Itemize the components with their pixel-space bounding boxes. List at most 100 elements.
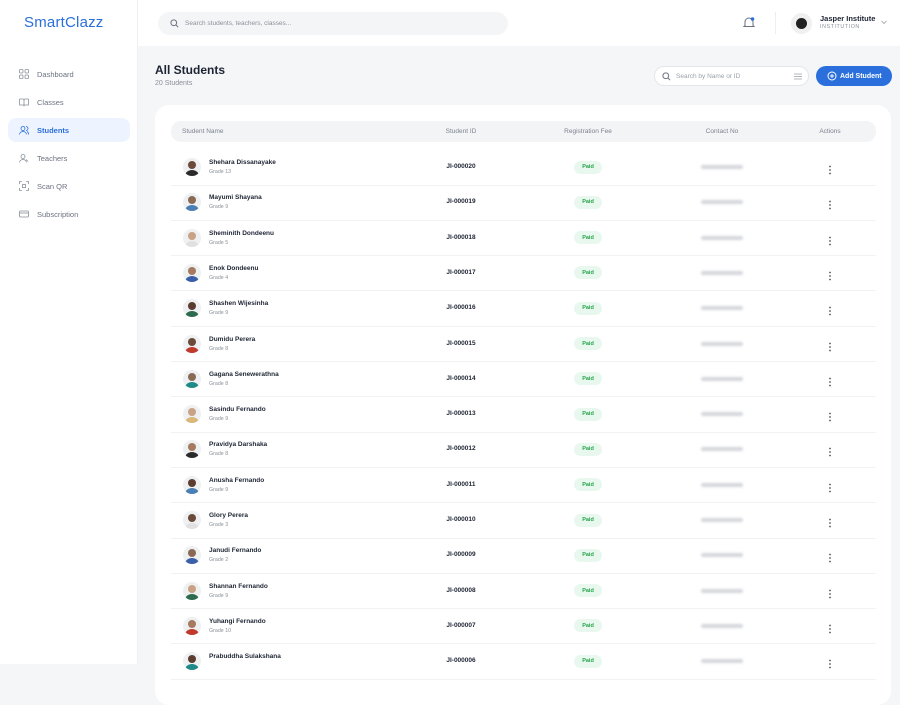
page-body: SmartClazz Dashboard Classes Students Teach… xyxy=(0,0,892,680)
row-actions[interactable] xyxy=(826,197,834,210)
fee-status: Paid xyxy=(574,337,602,350)
student-name: Prabuddha Sulakshana xyxy=(209,653,281,661)
fee-status: Paid xyxy=(574,619,602,633)
row-separator xyxy=(171,184,876,186)
logo[interactable]: SmartClazz xyxy=(24,14,104,31)
row-actions[interactable] xyxy=(826,374,834,387)
row-actions[interactable] xyxy=(826,656,834,669)
contact-redacted xyxy=(701,306,743,311)
row-actions[interactable] xyxy=(826,480,834,493)
student-grade: Grade 10 xyxy=(209,627,232,634)
student-avatar xyxy=(183,158,201,176)
student-avatar xyxy=(183,440,201,459)
student-grade: Grade 2 xyxy=(209,557,229,564)
table-header xyxy=(171,121,876,142)
student-grade: Grade 5 xyxy=(209,239,229,246)
nav-item[interactable]: Students xyxy=(8,118,130,142)
contact-redacted xyxy=(701,553,743,558)
row-actions[interactable] xyxy=(826,621,834,634)
fee-status: Paid xyxy=(574,654,602,668)
row-actions[interactable] xyxy=(826,233,834,245)
row-actions[interactable] xyxy=(826,550,834,563)
nav-label: Scan QR xyxy=(37,181,68,191)
search-placeholder: Search students, teachers, classes... xyxy=(185,20,292,27)
student-name: Janudi Fernando xyxy=(209,547,262,555)
row-separator xyxy=(171,466,876,468)
student-name: Glory Perera xyxy=(209,512,249,519)
nav-item[interactable]: Scan QR xyxy=(8,174,130,198)
student-name: Gagana Senewerathna xyxy=(209,370,279,378)
column-header: Student Name xyxy=(182,128,224,135)
row-actions[interactable] xyxy=(826,268,834,281)
column-header: Actions xyxy=(819,128,841,135)
nav-label: Dashboard xyxy=(37,69,74,79)
column-header: Registration Fee xyxy=(564,128,612,135)
fee-status: Paid xyxy=(574,195,602,209)
fee-status: Paid xyxy=(574,160,602,174)
student-id: JI-000018 xyxy=(446,233,476,241)
student-name: Shehara Dissanayake xyxy=(209,159,276,166)
student-grade: Grade 9 xyxy=(209,416,229,423)
nav-item[interactable]: Classes xyxy=(8,90,130,114)
fee-status: Paid xyxy=(574,478,602,492)
user-name: Jasper Institute xyxy=(820,14,876,23)
dropdown-icon[interactable] xyxy=(881,20,887,25)
search-placeholder: Search by Name or ID xyxy=(676,72,741,80)
student-grade: Grade 8 xyxy=(209,345,229,352)
contact-redacted xyxy=(701,518,743,522)
column-header: Contact No xyxy=(705,128,739,135)
row-separator xyxy=(171,290,876,292)
row-actions[interactable] xyxy=(826,586,834,598)
student-id: JI-000015 xyxy=(446,339,476,347)
notification-icon[interactable] xyxy=(743,16,755,29)
student-avatar xyxy=(183,299,201,318)
student-search[interactable]: Search by Name or ID xyxy=(654,66,809,86)
user-avatar[interactable] xyxy=(791,13,812,34)
student-name: Anusha Fernando xyxy=(209,476,265,484)
fee-status: Paid xyxy=(574,407,602,421)
student-name: Enok Dondeenu xyxy=(209,264,259,272)
row-actions[interactable] xyxy=(826,339,834,351)
student-avatar xyxy=(183,263,201,282)
row-actions[interactable] xyxy=(826,409,834,422)
fee-status: Paid xyxy=(574,266,602,280)
row-actions[interactable] xyxy=(826,162,834,175)
student-avatar xyxy=(183,369,201,388)
nav-label: Subscription xyxy=(37,209,79,219)
fee-status: Paid xyxy=(574,301,602,315)
row-separator xyxy=(171,608,876,610)
student-grade: Grade 8 xyxy=(209,380,229,387)
nav-item[interactable]: Subscription xyxy=(8,202,130,226)
page-title: All Students xyxy=(155,63,226,77)
nav-label: Students xyxy=(37,125,70,135)
contact-redacted xyxy=(701,341,743,346)
student-id: JI-000008 xyxy=(446,586,476,594)
contact-redacted xyxy=(701,200,743,205)
student-id: JI-000017 xyxy=(446,268,476,276)
row-actions[interactable] xyxy=(826,303,834,316)
nav-item[interactable]: Dashboard xyxy=(8,62,130,86)
student-avatar xyxy=(183,334,201,353)
add-student-button[interactable]: Add Student xyxy=(816,66,892,86)
student-avatar xyxy=(183,546,201,565)
student-id: JI-000007 xyxy=(446,621,476,629)
global-search[interactable]: Search students, teachers, classes... xyxy=(158,12,508,35)
nav-item[interactable]: Teachers xyxy=(8,146,130,170)
student-id: JI-000013 xyxy=(446,410,476,418)
student-id: JI-000009 xyxy=(446,551,476,559)
fee-status: Paid xyxy=(574,372,602,386)
contact-redacted xyxy=(701,165,743,169)
row-separator xyxy=(171,502,876,504)
nav-label: Teachers xyxy=(37,153,68,163)
student-id: JI-000020 xyxy=(446,163,476,170)
sidebar: SmartClazz Dashboard Classes Students Teach… xyxy=(0,0,138,664)
fee-status: Paid xyxy=(574,231,602,245)
student-avatar xyxy=(183,193,201,212)
divider xyxy=(775,12,776,34)
nav-label: Classes xyxy=(37,97,64,107)
row-separator xyxy=(171,643,876,645)
contact-redacted xyxy=(701,588,743,593)
user-role: INSTITUTION xyxy=(820,24,860,30)
row-actions[interactable] xyxy=(826,515,834,528)
row-actions[interactable] xyxy=(826,444,834,457)
